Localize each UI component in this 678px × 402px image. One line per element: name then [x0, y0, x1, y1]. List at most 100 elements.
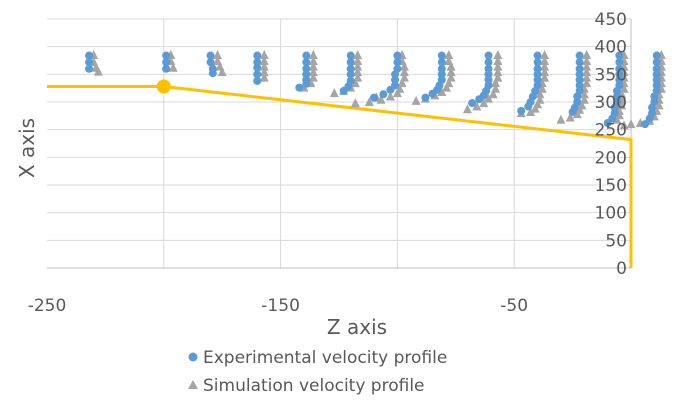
data-point-simulation — [353, 61, 363, 71]
data-point-experimental — [85, 58, 94, 67]
data-point-simulation — [329, 88, 339, 98]
data-point-simulation — [353, 49, 363, 59]
data-point-experimental — [533, 64, 542, 73]
data-point-experimental — [421, 93, 430, 102]
data-point-simulation — [484, 93, 494, 103]
x-axis-label: Z axis — [327, 315, 387, 339]
data-point-experimental — [302, 79, 311, 88]
data-point-experimental — [615, 64, 624, 73]
data-point-simulation — [488, 89, 498, 99]
y-tick-label: 150 — [595, 176, 627, 196]
data-point-experimental — [524, 102, 533, 111]
data-point-experimental — [346, 51, 355, 60]
data-point-experimental — [484, 51, 493, 60]
data-point-experimental — [575, 81, 584, 90]
data-point-experimental — [393, 51, 402, 60]
data-point-simulation — [308, 67, 318, 77]
data-point-experimental — [393, 58, 402, 67]
data-point-experimental — [652, 70, 661, 79]
data-point-experimental — [484, 58, 493, 67]
data-point-experimental — [517, 106, 526, 115]
data-point-experimental — [575, 51, 584, 60]
data-point-experimental — [302, 70, 311, 79]
data-point-experimental — [468, 99, 477, 108]
data-point-simulation — [350, 98, 360, 108]
y-tick-label: 50 — [605, 231, 627, 251]
data-point-simulation — [626, 119, 636, 129]
data-point-simulation — [493, 67, 503, 77]
data-point-simulation — [479, 98, 489, 108]
data-point-simulation — [540, 67, 550, 77]
data-point-experimental — [437, 70, 446, 79]
data-point-experimental — [645, 114, 654, 123]
boundary-marker — [156, 79, 171, 94]
y-tick-label: 0 — [616, 259, 627, 279]
data-point-experimental — [650, 92, 659, 101]
data-point-simulation — [540, 61, 550, 71]
series — [85, 49, 666, 130]
data-point-experimental — [346, 64, 355, 73]
data-point-experimental — [302, 64, 311, 73]
data-point-simulation — [472, 101, 482, 111]
data-point-simulation — [582, 72, 592, 82]
data-point-simulation — [93, 66, 103, 76]
x-tick-label: -250 — [28, 296, 67, 316]
data-point-experimental — [533, 75, 542, 84]
y-tick-label: 350 — [595, 65, 627, 85]
data-point-experimental — [162, 64, 171, 73]
data-point-simulation — [582, 56, 592, 66]
data-point-experimental — [612, 86, 621, 95]
data-point-experimental — [346, 58, 355, 67]
data-point-experimental — [484, 64, 493, 73]
data-point-experimental — [302, 51, 311, 60]
data-point-experimental — [533, 51, 542, 60]
data-point-experimental — [253, 76, 262, 85]
legend-marker-simulation — [188, 380, 198, 389]
data-point-simulation — [441, 82, 451, 92]
annotations — [47, 79, 633, 268]
data-point-simulation — [540, 56, 550, 66]
data-point-simulation — [556, 114, 566, 124]
data-point-experimental — [652, 58, 661, 67]
data-point-experimental — [162, 51, 171, 60]
data-point-simulation — [535, 89, 545, 99]
data-point-simulation — [376, 94, 386, 104]
data-point-experimental — [648, 103, 657, 112]
legend-label-simulation: Simulation velocity profile — [203, 376, 425, 396]
data-point-experimental — [253, 58, 262, 67]
tick-labels: 0 50 100 150 200 250 300 350 400 450 -250 -150 -50 — [28, 10, 627, 316]
data-point-experimental — [652, 75, 661, 84]
data-point-simulation — [444, 49, 454, 59]
data-point-experimental — [615, 70, 624, 79]
data-point-experimental — [386, 85, 395, 94]
data-point-simulation — [540, 49, 550, 59]
data-point-simulation — [572, 109, 582, 119]
y-tick-label: 450 — [595, 10, 627, 30]
data-point-experimental — [253, 51, 262, 60]
data-point-simulation — [350, 78, 360, 88]
data-point-experimental — [652, 51, 661, 60]
data-point-experimental — [610, 103, 619, 112]
data-point-simulation — [446, 67, 456, 77]
data-point-experimental — [253, 70, 262, 79]
data-point-simulation — [399, 67, 409, 77]
legend-item-simulation: Simulation velocity profile — [188, 376, 425, 396]
data-point-experimental — [437, 58, 446, 67]
data-point-simulation — [308, 56, 318, 66]
data-point-experimental — [391, 70, 400, 79]
data-point-simulation — [259, 61, 269, 71]
data-point-simulation — [308, 49, 318, 59]
data-point-experimental — [484, 75, 493, 84]
data-point-experimental — [295, 83, 304, 92]
data-point-experimental — [391, 75, 400, 84]
data-point-experimental — [652, 64, 661, 73]
legend-marker-experimental — [188, 352, 198, 362]
data-point-experimental — [346, 70, 355, 79]
data-point-experimental — [253, 63, 262, 72]
data-point-simulation — [392, 88, 402, 98]
data-point-experimental — [302, 58, 311, 67]
data-point-experimental — [615, 51, 624, 60]
data-point-experimental — [339, 86, 348, 95]
data-point-experimental — [575, 64, 584, 73]
